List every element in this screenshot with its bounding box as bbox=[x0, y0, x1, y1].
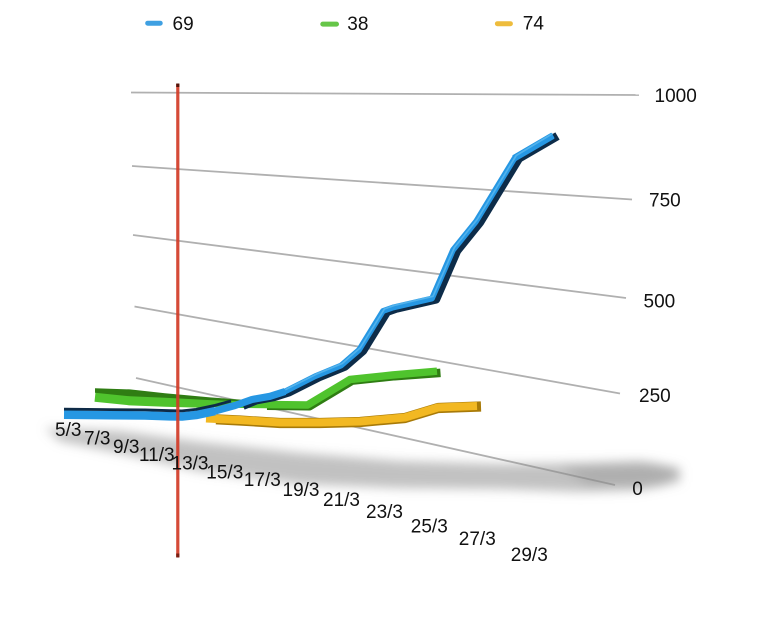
svg-text:7/3: 7/3 bbox=[84, 428, 110, 449]
svg-text:17/3: 17/3 bbox=[244, 470, 281, 491]
svg-text:74: 74 bbox=[523, 13, 545, 34]
svg-text:38: 38 bbox=[347, 14, 368, 35]
svg-text:13/3: 13/3 bbox=[172, 454, 209, 475]
svg-text:29/3: 29/3 bbox=[511, 545, 548, 566]
svg-text:9/3: 9/3 bbox=[113, 437, 139, 458]
svg-text:69: 69 bbox=[173, 14, 194, 35]
svg-text:750: 750 bbox=[649, 190, 681, 211]
svg-text:250: 250 bbox=[639, 386, 671, 407]
svg-text:25/3: 25/3 bbox=[411, 516, 448, 537]
svg-text:21/3: 21/3 bbox=[323, 490, 360, 511]
svg-text:19/3: 19/3 bbox=[283, 480, 320, 501]
svg-text:5/3: 5/3 bbox=[55, 420, 81, 441]
svg-text:27/3: 27/3 bbox=[459, 529, 496, 550]
svg-text:0: 0 bbox=[632, 479, 643, 500]
svg-text:11/3: 11/3 bbox=[139, 445, 175, 466]
svg-text:23/3: 23/3 bbox=[366, 502, 403, 523]
svg-text:500: 500 bbox=[644, 291, 676, 312]
svg-text:1000: 1000 bbox=[655, 86, 697, 107]
svg-text:15/3: 15/3 bbox=[206, 463, 243, 484]
